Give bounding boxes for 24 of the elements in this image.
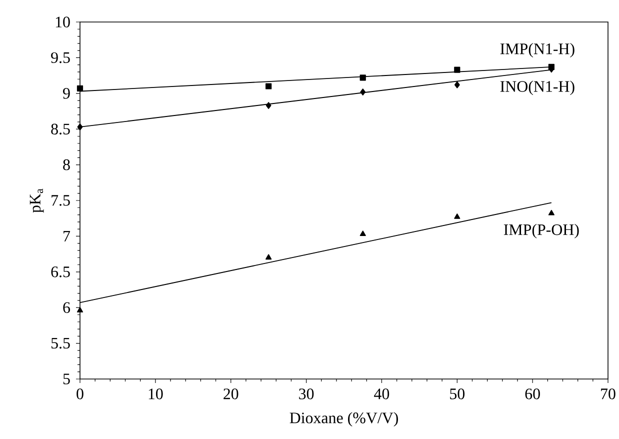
series-label: IMP(P-OH) (504, 224, 579, 238)
x-tick-label: 60 (525, 388, 540, 400)
y-tick-label: 7 (64, 230, 70, 242)
x-tick-label: 0 (76, 388, 84, 400)
x-tick-label: 40 (374, 388, 390, 400)
y-tick-label: 5 (63, 374, 70, 384)
y-tick-label: 6 (63, 302, 70, 313)
series-label: INO(N1-H) (500, 80, 574, 96)
y-tick-label: 7.5 (52, 195, 70, 206)
x-tick-label: 50 (450, 388, 465, 400)
y-tick-label: 8 (63, 159, 70, 170)
y-tick-label: 5.5 (51, 338, 70, 349)
y-tick-label: 9 (63, 88, 70, 99)
x-axis-title: Dioxane (%V/V) (290, 412, 398, 427)
x-tick-label: 10 (148, 388, 163, 400)
series-label: IMP(N1-H) (500, 43, 574, 58)
y-axis-title: pK$_{a}$ (30, 188, 44, 213)
y-tick-label: 9.5 (51, 52, 70, 64)
x-tick-label: 70 (601, 388, 616, 400)
y-tick-label: 8.5 (51, 124, 70, 135)
y-tick-label: 6.5 (51, 266, 70, 278)
y-tick-label: 10 (56, 16, 70, 28)
x-tick-label: 30 (299, 388, 314, 400)
x-tick-label: 20 (224, 388, 238, 400)
